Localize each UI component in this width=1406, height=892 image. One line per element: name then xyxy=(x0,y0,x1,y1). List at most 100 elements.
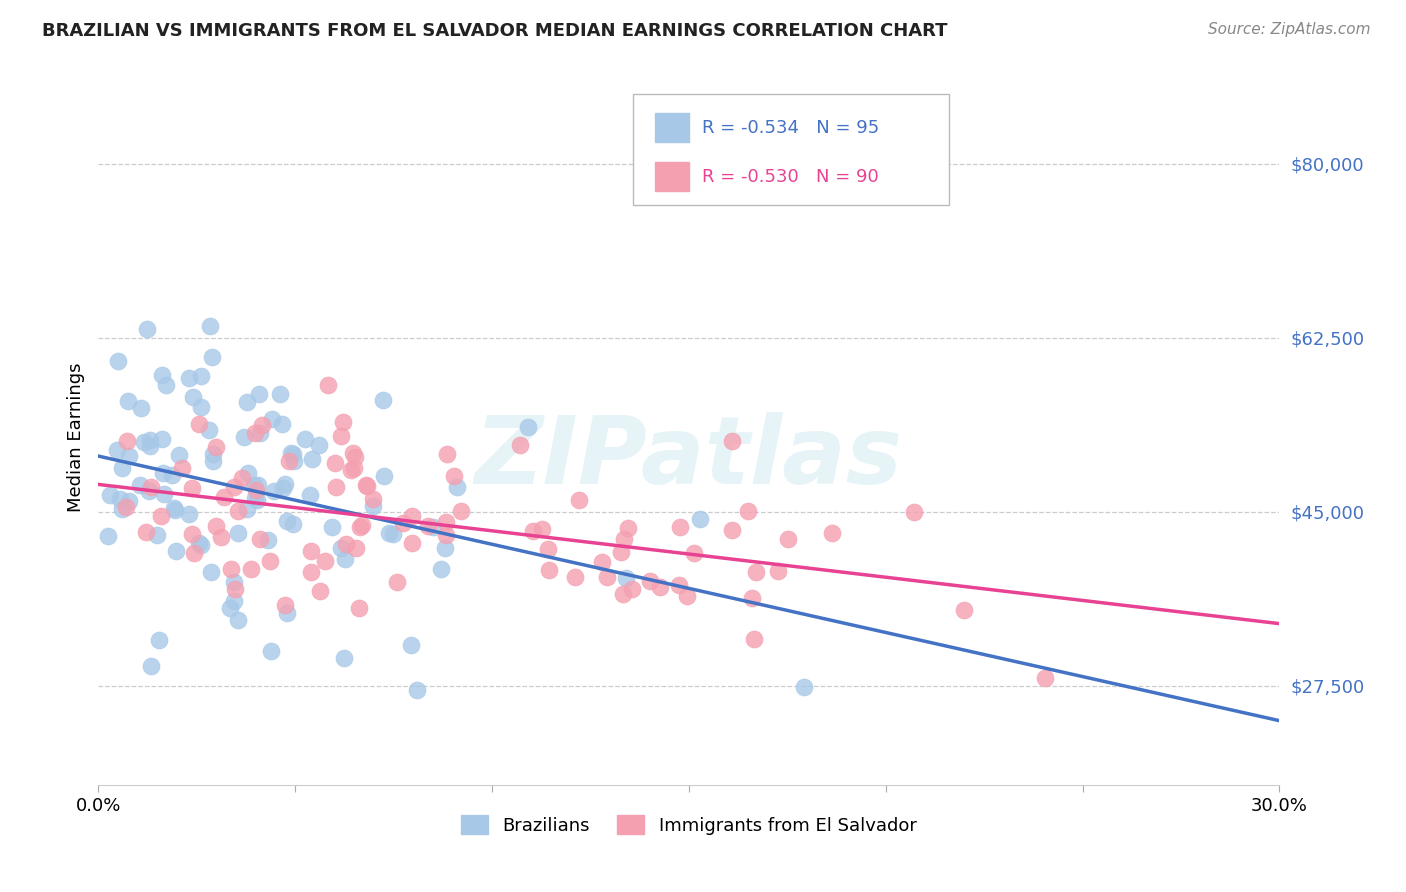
Point xyxy=(105,443,128,458)
Point xyxy=(240,562,263,576)
Point xyxy=(401,509,423,524)
Point xyxy=(205,518,228,533)
Point xyxy=(271,417,294,432)
Point xyxy=(129,477,152,491)
Point xyxy=(416,518,439,533)
Point xyxy=(224,575,246,590)
Point xyxy=(343,461,366,475)
Point xyxy=(531,522,554,536)
Point xyxy=(373,469,395,483)
Point xyxy=(741,591,763,605)
Point xyxy=(669,520,692,534)
Point xyxy=(613,533,636,547)
Point xyxy=(280,446,302,460)
Point xyxy=(330,541,353,556)
Point xyxy=(111,502,134,516)
Point xyxy=(335,537,357,551)
Point xyxy=(385,574,408,589)
Point xyxy=(953,603,976,617)
Point xyxy=(299,565,322,579)
Text: BRAZILIAN VS IMMIGRANTS FROM EL SALVADOR MEDIAN EARNINGS CORRELATION CHART: BRAZILIAN VS IMMIGRANTS FROM EL SALVADOR… xyxy=(42,22,948,40)
Point xyxy=(150,368,173,383)
Point xyxy=(274,598,297,612)
Point xyxy=(138,433,160,447)
Point xyxy=(903,504,925,518)
Text: Source: ZipAtlas.com: Source: ZipAtlas.com xyxy=(1208,22,1371,37)
Point xyxy=(138,483,160,498)
Point xyxy=(620,582,643,596)
Point xyxy=(401,535,423,549)
Point xyxy=(434,515,457,529)
Point xyxy=(233,430,256,444)
Point xyxy=(793,680,815,694)
Point xyxy=(226,504,249,518)
Point xyxy=(344,541,367,556)
Point xyxy=(617,521,640,535)
Point xyxy=(247,387,270,401)
Point xyxy=(405,683,427,698)
Point xyxy=(676,590,699,604)
Point xyxy=(146,528,169,542)
Point xyxy=(262,412,284,426)
Text: ZIPatlas: ZIPatlas xyxy=(475,412,903,504)
Point xyxy=(155,377,177,392)
Point xyxy=(179,507,201,521)
Point xyxy=(301,452,323,467)
Point xyxy=(612,587,634,601)
Point xyxy=(179,371,201,385)
Point xyxy=(165,503,187,517)
Point xyxy=(347,601,370,615)
Point xyxy=(222,480,245,494)
Point xyxy=(236,466,259,480)
Point xyxy=(148,633,170,648)
Point xyxy=(361,492,384,507)
Point xyxy=(231,471,253,485)
Point xyxy=(316,377,339,392)
Point xyxy=(648,580,671,594)
Point xyxy=(689,512,711,526)
Point xyxy=(209,530,232,544)
Point xyxy=(201,447,224,461)
Point xyxy=(778,532,800,546)
Point xyxy=(236,394,259,409)
Point xyxy=(668,577,690,591)
Point xyxy=(382,527,405,541)
Point xyxy=(188,535,211,549)
Point xyxy=(342,446,364,460)
Point xyxy=(356,479,378,493)
Point xyxy=(434,541,457,556)
Point xyxy=(117,494,139,508)
Point xyxy=(321,520,343,534)
Point xyxy=(218,600,240,615)
Point xyxy=(243,478,266,492)
Point xyxy=(361,499,384,513)
Point xyxy=(117,394,139,409)
Point xyxy=(537,563,560,577)
Point xyxy=(294,432,316,446)
Point xyxy=(249,426,271,441)
Point xyxy=(281,447,304,461)
Point xyxy=(226,526,249,541)
Point xyxy=(97,528,120,542)
Point xyxy=(308,438,330,452)
Point xyxy=(132,434,155,449)
Point xyxy=(340,463,363,477)
Point xyxy=(742,632,765,647)
Point xyxy=(201,350,224,364)
Point xyxy=(139,480,162,494)
Point xyxy=(245,425,267,440)
Point xyxy=(436,447,458,461)
Point xyxy=(683,546,706,560)
Point xyxy=(596,570,619,584)
Point xyxy=(352,518,374,533)
Point xyxy=(1035,671,1057,685)
Point xyxy=(509,438,531,452)
Point xyxy=(115,500,138,514)
Point xyxy=(276,607,298,621)
Text: R = -0.534   N = 95: R = -0.534 N = 95 xyxy=(702,119,879,136)
Point xyxy=(343,450,366,465)
Point xyxy=(224,582,246,596)
Point xyxy=(111,461,134,475)
Point xyxy=(517,419,540,434)
Point xyxy=(152,466,174,480)
